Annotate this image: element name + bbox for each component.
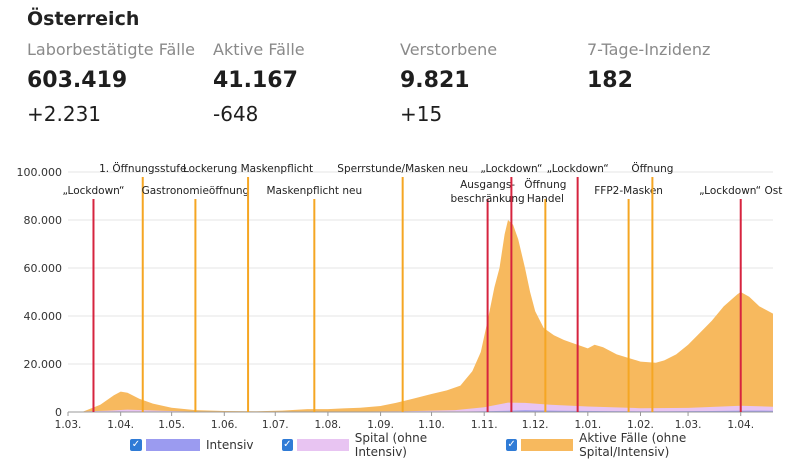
stat-deaths: Verstorbene 9.821 +15	[400, 40, 590, 126]
stat-value: 603.419	[27, 68, 128, 93]
x-tick-label: 1.03.	[55, 419, 82, 430]
y-tick-label: 0	[55, 406, 62, 419]
stat-value: 41.167	[213, 68, 298, 93]
x-tick-label: 1.02.	[627, 419, 654, 430]
legend-label: Aktive Fälle (ohne Spital/Intensiv)	[579, 431, 687, 459]
x-tick-label: 1.05.	[158, 419, 185, 430]
x-tick-label: 1.10.	[418, 419, 445, 430]
legend-label: Spital (ohne Intensiv)	[354, 431, 428, 459]
checkbox-icon[interactable]: ✓	[130, 439, 142, 451]
legend-item-hospital[interactable]: ✓ Spital (ohne Intensiv)	[281, 431, 478, 459]
event-label: Lockerung Maskenpflicht	[183, 163, 313, 175]
event-label: „Lockdown“ Ost	[699, 185, 782, 197]
event-label: 1. Öffnungsstufe	[99, 162, 186, 175]
checkbox-icon[interactable]: ✓	[281, 439, 294, 451]
stat-active: Aktive Fälle 41.167 -648	[213, 40, 403, 126]
event-label: Handel	[527, 193, 564, 205]
x-tick-label: 1.12.	[522, 419, 549, 430]
page-title: Österreich	[27, 8, 140, 30]
x-tick-label: 1.09.	[367, 419, 394, 430]
y-tick-label: 60.000	[24, 262, 63, 275]
stat-label: Verstorbene	[400, 40, 498, 59]
stat-incidence: 7-Tage-Inzidenz 182	[587, 40, 777, 102]
event-label: „Lockdown“	[480, 163, 542, 175]
x-tick-label: 1.11.	[471, 419, 498, 430]
series-area	[68, 402, 773, 412]
event-label: „Lockdown“	[547, 163, 609, 175]
event-label: beschränkung	[451, 193, 525, 205]
stat-delta: +15	[400, 102, 443, 126]
y-tick-label: 80.000	[24, 214, 63, 227]
stat-confirmed: Laborbestätigte Fälle 603.419 +2.231	[27, 40, 217, 126]
legend-label: Intensiv	[206, 438, 254, 452]
y-tick-label: 20.000	[24, 358, 63, 371]
event-label: Öffnung	[631, 162, 673, 175]
stat-delta: +2.231	[27, 102, 102, 126]
stat-value: 182	[587, 68, 633, 93]
x-tick-label: 1.04.	[727, 419, 754, 430]
event-label: Öffnung	[524, 178, 566, 191]
x-tick-label: 1.08.	[315, 419, 342, 430]
event-label: Ausgangs-	[460, 179, 515, 191]
series-area	[68, 220, 773, 412]
legend-swatch	[146, 439, 200, 451]
legend-swatch	[297, 439, 349, 451]
event-label: „Lockdown“	[62, 185, 124, 197]
event-label: Gastronomieöffnung	[142, 185, 250, 197]
chart-legend: ✓ Intensiv ✓ Spital (ohne Intensiv) ✓ Ak…	[130, 431, 800, 459]
case-area-chart: 0 20.000 40.000 60.000 80.000 100.000 „Lockdow…	[17, 162, 783, 430]
x-tick-label: 1.07.	[262, 419, 289, 430]
legend-swatch	[521, 439, 574, 451]
event-label: FFP2-Masken	[594, 185, 663, 197]
checkbox-icon[interactable]: ✓	[505, 439, 518, 451]
x-tick-label: 1.06.	[211, 419, 238, 430]
x-tick-label: 1.04.	[107, 419, 134, 430]
stat-label: Aktive Fälle	[213, 40, 305, 59]
legend-item-intensive[interactable]: ✓ Intensiv	[130, 438, 254, 452]
stat-label: 7-Tage-Inzidenz	[587, 40, 711, 59]
x-tick-label: 1.01.	[574, 419, 601, 430]
stat-value: 9.821	[400, 68, 470, 93]
event-label: Maskenpflicht neu	[267, 185, 363, 197]
y-tick-label: 40.000	[24, 310, 63, 323]
event-label: Sperrstunde/Masken neu	[337, 163, 468, 175]
legend-item-active[interactable]: ✓ Aktive Fälle (ohne Spital/Intensiv)	[505, 431, 772, 459]
stat-label: Laborbestätigte Fälle	[27, 40, 196, 59]
x-tick-label: 1.03.	[675, 419, 702, 430]
y-tick-label: 100.000	[17, 166, 63, 179]
stat-delta: -648	[213, 102, 259, 126]
